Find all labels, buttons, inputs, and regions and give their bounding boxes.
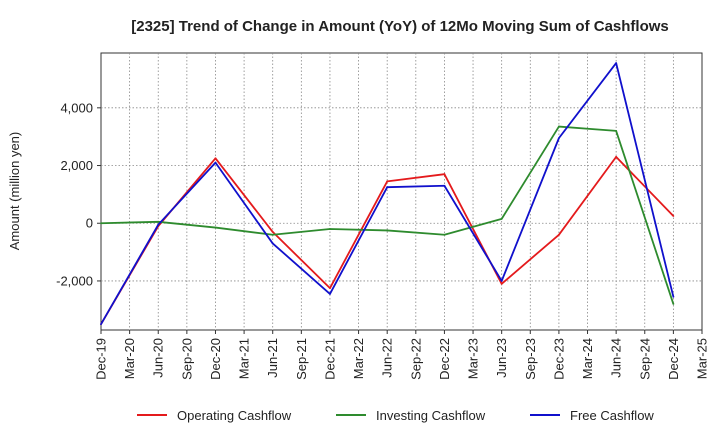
x-tick-label: Jun-20: [151, 338, 166, 378]
y-axis-ticks: -2,000 0 2,000 4,000: [56, 100, 101, 288]
data-point-operating-cashflow: [500, 282, 503, 285]
data-point-free-cashflow: [157, 223, 160, 226]
data-point-operating-cashflow: [558, 233, 560, 236]
data-point-investing-cashflow: [443, 233, 446, 236]
data-point-free-cashflow: [615, 62, 618, 64]
x-tick-label: Dec-19: [94, 338, 109, 380]
data-point-free-cashflow: [443, 184, 446, 187]
legend-label-investing-cashflow: Investing Cashflow: [376, 408, 486, 423]
x-tick-label: Mar-25: [695, 338, 710, 379]
data-point-investing-cashflow: [329, 228, 331, 230]
data-point-operating-cashflow: [672, 215, 675, 217]
y-tick-label: 2,000: [60, 158, 93, 173]
x-tick-label: Sep-24: [637, 338, 652, 380]
x-tick-label: Jun-21: [265, 338, 280, 378]
x-tick-label: Jun-24: [609, 338, 624, 378]
legend: Operating Cashflow Investing Cashflow Free…: [137, 408, 654, 423]
data-point-operating-cashflow: [386, 180, 389, 183]
data-point-investing-cashflow: [615, 130, 618, 132]
data-point-free-cashflow: [500, 280, 503, 282]
data-point-operating-cashflow: [214, 157, 217, 160]
data-point-free-cashflow: [271, 242, 274, 245]
data-point-investing-cashflow: [386, 229, 389, 232]
x-tick-label: Dec-21: [322, 338, 337, 380]
x-tick-label: Mar-21: [237, 338, 252, 379]
x-tick-label: Dec-24: [666, 338, 681, 380]
x-tick-label: Mar-22: [351, 338, 366, 379]
x-tick-label: Dec-23: [551, 338, 566, 380]
y-tick-label: 4,000: [60, 100, 93, 115]
data-point-investing-cashflow: [214, 226, 217, 229]
data-point-free-cashflow: [558, 137, 560, 140]
x-tick-label: Sep-23: [523, 338, 538, 380]
x-tick-label: Mar-24: [580, 338, 595, 379]
x-tick-label: Sep-20: [179, 338, 194, 380]
x-tick-label: Sep-22: [408, 338, 423, 380]
y-tick-label: 0: [86, 216, 93, 231]
x-tick-label: Mar-20: [122, 338, 137, 379]
data-point-investing-cashflow: [157, 220, 160, 223]
x-tick-label: Mar-23: [466, 338, 481, 379]
x-tick-label: Sep-21: [294, 338, 309, 380]
y-axis-label: Amount (million yen): [7, 132, 22, 251]
data-point-operating-cashflow: [271, 230, 274, 233]
data-point-free-cashflow: [214, 161, 217, 164]
data-point-free-cashflow: [386, 186, 389, 189]
plot-area: [100, 52, 703, 331]
x-axis-ticks: Dec-19 Mar-20 Jun-20 Sep-20 Dec-20 Mar-21 Jun-…: [94, 330, 710, 380]
series-lines: [100, 62, 675, 326]
data-point-investing-cashflow: [100, 222, 102, 225]
data-point-operating-cashflow: [615, 155, 618, 158]
data-point-investing-cashflow: [271, 233, 274, 236]
y-tick-label: -2,000: [56, 273, 93, 288]
data-point-free-cashflow: [100, 323, 102, 326]
data-point-free-cashflow: [329, 293, 331, 295]
chart-title: [2325] Trend of Change in Amount (YoY) o…: [131, 18, 669, 35]
data-point-operating-cashflow: [443, 173, 446, 176]
data-point-investing-cashflow: [672, 303, 675, 305]
x-tick-label: Jun-22: [380, 338, 395, 378]
data-point-investing-cashflow: [558, 125, 560, 128]
data-point-investing-cashflow: [500, 218, 503, 220]
data-point-free-cashflow: [672, 295, 675, 298]
legend-label-operating-cashflow: Operating Cashflow: [177, 408, 292, 423]
data-point-operating-cashflow: [329, 287, 331, 290]
x-tick-label: Dec-22: [437, 338, 452, 380]
legend-label-free-cashflow: Free Cashflow: [570, 408, 654, 423]
x-tick-label: Dec-20: [208, 338, 223, 380]
x-tick-label: Jun-23: [494, 338, 509, 378]
